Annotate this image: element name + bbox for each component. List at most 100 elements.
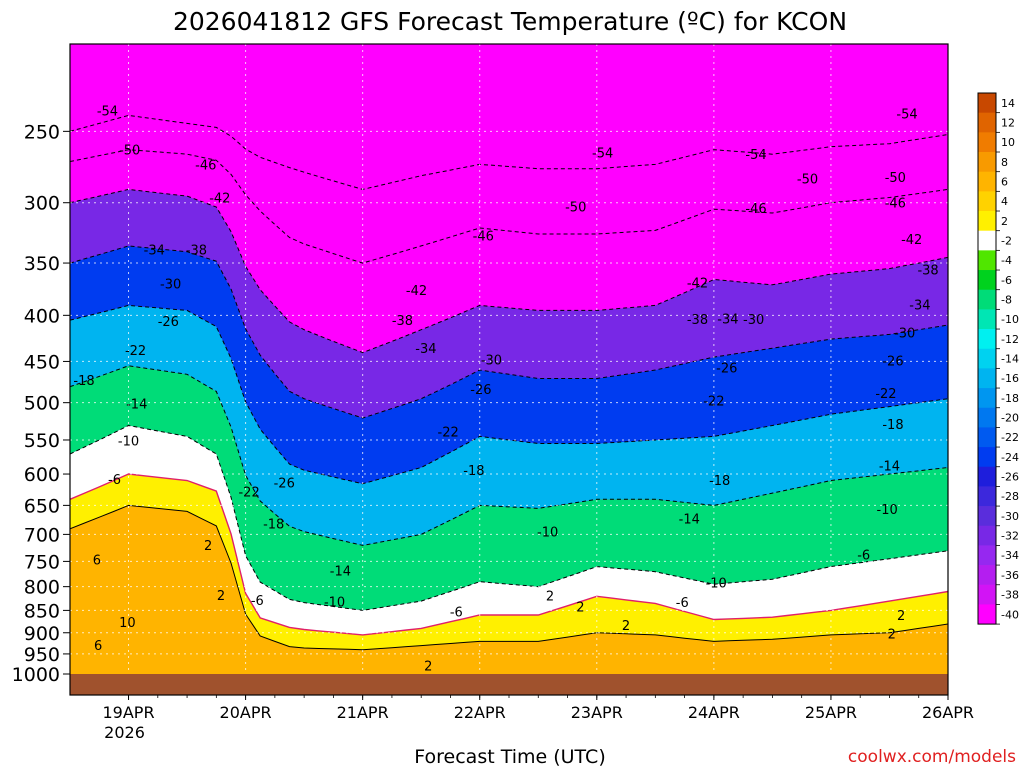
contour-label: -10 bbox=[877, 503, 898, 518]
contour-label: -50 bbox=[119, 144, 140, 159]
colorbar-label: -22 bbox=[1001, 431, 1019, 444]
contour-label: 2 bbox=[897, 609, 905, 624]
x-tick-sublabel: 2026 bbox=[104, 723, 145, 742]
y-tick-label: 550 bbox=[24, 430, 60, 452]
colorbar-swatch bbox=[978, 525, 996, 546]
y-tick-label: 850 bbox=[24, 600, 60, 622]
contour-label: 6 bbox=[94, 639, 102, 654]
colorbar-label: 4 bbox=[1001, 195, 1008, 208]
colorbar-swatch bbox=[978, 407, 996, 428]
y-tick-label: 450 bbox=[24, 351, 60, 373]
contour-label: -38 bbox=[392, 314, 413, 329]
colorbar-swatch bbox=[978, 368, 996, 389]
colorbar-label: 8 bbox=[1001, 156, 1008, 169]
plot-area: -54-50-46-42-34 -38-30-26-22-18-14-10-626… bbox=[70, 44, 948, 695]
temperature-band bbox=[70, 365, 948, 611]
contour-label: -42 bbox=[406, 284, 427, 299]
x-tick-label: 23APR bbox=[571, 703, 623, 722]
contour-label: -42 bbox=[209, 191, 230, 206]
temperature-band bbox=[70, 189, 948, 418]
colorbar-swatch bbox=[978, 466, 996, 487]
chart-title: 2026041812 GFS Forecast Temperature (ºC)… bbox=[173, 7, 847, 36]
contour-label: -26 bbox=[716, 361, 737, 376]
y-tick-label: 650 bbox=[24, 495, 60, 517]
colorbar-label: -20 bbox=[1001, 412, 1019, 425]
isotherm-line bbox=[70, 188, 948, 354]
contour-label: -30 bbox=[894, 327, 915, 342]
x-tick-label: 26APR bbox=[922, 703, 974, 722]
contour-label: -42 bbox=[687, 277, 708, 292]
colorbar-swatch bbox=[978, 211, 996, 232]
contour-label: -6 bbox=[450, 605, 463, 620]
contour-label: -10 bbox=[537, 526, 558, 541]
colorbar-swatch bbox=[978, 270, 996, 291]
colorbar-label: -24 bbox=[1001, 451, 1019, 464]
temperature-band bbox=[70, 305, 948, 546]
colorbar-label: -40 bbox=[1001, 608, 1019, 621]
temperature-band bbox=[70, 149, 948, 353]
contour-label: -50 bbox=[885, 171, 906, 186]
colorbar-swatch bbox=[978, 447, 996, 468]
temperature-band bbox=[70, 474, 948, 650]
contour-label: -6 bbox=[676, 596, 689, 611]
colorbar-swatch bbox=[978, 171, 996, 192]
colorbar-label: -2 bbox=[1001, 235, 1012, 248]
temperature-bands bbox=[70, 115, 948, 674]
contour-label: -46 bbox=[473, 229, 494, 244]
colorbar-swatch bbox=[978, 250, 996, 271]
colorbar-swatch bbox=[978, 486, 996, 507]
colorbar-swatch bbox=[978, 427, 996, 448]
contour-label: -22 bbox=[875, 387, 896, 402]
y-tick-label: 750 bbox=[24, 551, 60, 573]
contour-label: -18 bbox=[263, 518, 284, 533]
contour-label: -30 bbox=[481, 354, 502, 369]
contour-label: -30 bbox=[743, 313, 764, 328]
colorbar-label: -6 bbox=[1001, 274, 1012, 287]
colorbar-label: -32 bbox=[1001, 530, 1019, 543]
colorbar-label: -10 bbox=[1001, 313, 1019, 326]
x-axis-title: Forecast Time (UTC) bbox=[414, 746, 605, 768]
colorbar-swatch bbox=[978, 329, 996, 350]
colorbar-swatch bbox=[978, 565, 996, 586]
grid-lines bbox=[70, 44, 948, 674]
isotherm-line bbox=[70, 424, 948, 611]
colorbar-label: 12 bbox=[1001, 117, 1015, 130]
contour-label: 2 bbox=[576, 601, 584, 616]
x-tick-label: 19APR bbox=[102, 703, 154, 722]
contour-label: -50 bbox=[797, 172, 818, 187]
temperature-band bbox=[70, 245, 948, 484]
x-tick-label: 20APR bbox=[220, 703, 272, 722]
contour-label: 2 bbox=[888, 628, 896, 643]
colorbar-label: -34 bbox=[1001, 549, 1019, 562]
isotherm-line bbox=[70, 504, 948, 651]
contour-label: -34 bbox=[909, 298, 930, 313]
contour-label: -46 bbox=[885, 197, 906, 212]
credit-text: coolwx.com/models bbox=[848, 747, 1016, 767]
colorbar-label: -26 bbox=[1001, 471, 1019, 484]
terrain-strip bbox=[70, 674, 948, 695]
y-tick-label: 800 bbox=[24, 577, 60, 599]
contour-label: -54 bbox=[745, 148, 766, 163]
contour-label: -34 bbox=[717, 312, 738, 327]
contour-label: -34 bbox=[144, 243, 165, 258]
x-tick-label: 25APR bbox=[805, 703, 857, 722]
contour-label: -38 bbox=[186, 243, 207, 258]
y-tick-label: 400 bbox=[24, 305, 60, 327]
isotherm-line bbox=[70, 245, 948, 419]
temperature-band bbox=[70, 425, 948, 635]
contour-label: -26 bbox=[274, 476, 295, 491]
contour-label: 2 bbox=[204, 539, 212, 554]
contour-label: -54 bbox=[592, 147, 613, 162]
contour-label: -26 bbox=[470, 383, 491, 398]
colorbar-label: 2 bbox=[1001, 215, 1008, 228]
contour-label: -42 bbox=[901, 233, 922, 248]
colorbar-swatch bbox=[978, 152, 996, 173]
contour-label: -18 bbox=[882, 418, 903, 433]
colorbar-label: -14 bbox=[1001, 353, 1019, 366]
colorbar-label: 14 bbox=[1001, 97, 1015, 110]
isotherm-line bbox=[70, 149, 948, 264]
contour-label: -46 bbox=[745, 202, 766, 217]
colorbar-label: -12 bbox=[1001, 333, 1019, 346]
colorbar-label: -30 bbox=[1001, 510, 1019, 523]
